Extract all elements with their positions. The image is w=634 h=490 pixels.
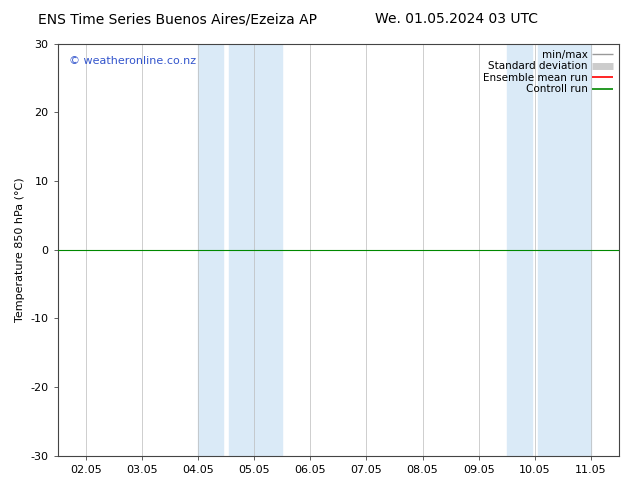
Y-axis label: Temperature 850 hPa (°C): Temperature 850 hPa (°C) — [15, 177, 25, 322]
Bar — [507, 44, 532, 456]
Bar — [198, 44, 223, 456]
Bar — [538, 44, 591, 456]
Bar — [229, 44, 282, 456]
Text: We. 01.05.2024 03 UTC: We. 01.05.2024 03 UTC — [375, 12, 538, 26]
Text: © weatheronline.co.nz: © weatheronline.co.nz — [69, 56, 196, 66]
Legend: min/max, Standard deviation, Ensemble mean run, Controll run: min/max, Standard deviation, Ensemble me… — [479, 46, 617, 98]
Text: ENS Time Series Buenos Aires/Ezeiza AP: ENS Time Series Buenos Aires/Ezeiza AP — [38, 12, 317, 26]
